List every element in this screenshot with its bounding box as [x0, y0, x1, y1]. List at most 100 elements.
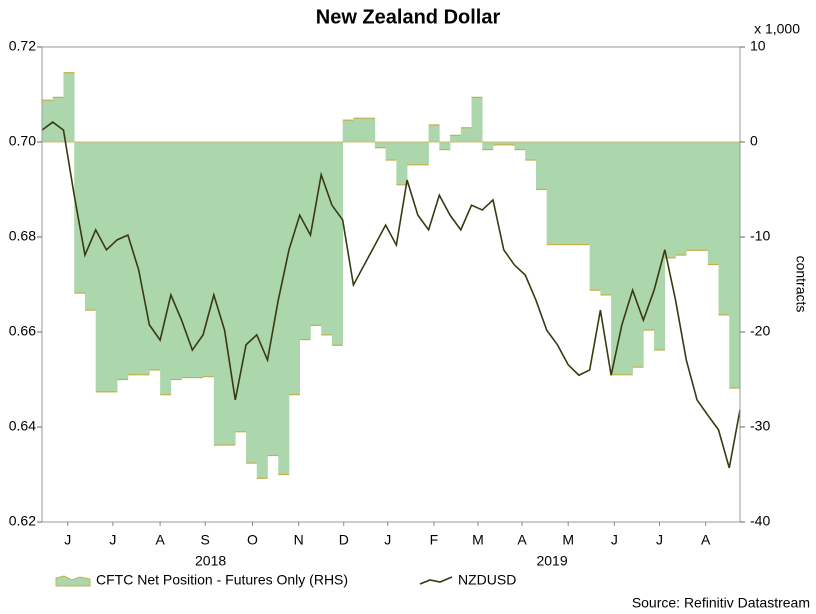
- x-tick-label: M: [562, 532, 574, 548]
- year-label: 2019: [536, 553, 567, 569]
- y-tick-label: 0.64: [9, 418, 36, 434]
- x-tick-label: J: [64, 532, 71, 548]
- y-tick-label: 0.70: [9, 133, 36, 149]
- area-step: [149, 142, 161, 370]
- area-step: [439, 142, 451, 150]
- chart-title: New Zealand Dollar: [316, 6, 501, 28]
- area-step: [84, 142, 96, 311]
- area-step: [396, 142, 408, 185]
- plot-frame: [41, 46, 741, 523]
- area-step: [557, 142, 569, 245]
- y2-tick-label: -40: [750, 513, 770, 529]
- area-step: [493, 142, 505, 145]
- area-step: [52, 97, 64, 142]
- area-step: [600, 142, 612, 295]
- x-tick-label: J: [384, 532, 391, 548]
- area-step: [117, 142, 129, 380]
- area-step: [321, 142, 333, 335]
- area-step: [471, 97, 483, 142]
- area-step: [213, 142, 225, 446]
- area-step: [568, 142, 580, 245]
- area-step: [385, 142, 397, 161]
- source-note: Source: Refinitiv Datastream: [632, 595, 810, 611]
- area-step: [632, 142, 644, 368]
- area-step: [353, 118, 365, 142]
- area-step: [621, 142, 633, 375]
- y-tick-label: 0.72: [9, 38, 36, 54]
- area-step: [450, 135, 462, 142]
- area-step: [686, 142, 698, 251]
- area-step: [514, 142, 526, 150]
- y-tick-label: 0.68: [9, 228, 36, 244]
- area-step: [278, 142, 290, 475]
- x-tick-label: O: [247, 532, 258, 548]
- area-step: [589, 142, 601, 291]
- area-step: [127, 142, 139, 375]
- area-step: [224, 142, 236, 446]
- area-step: [342, 120, 354, 142]
- legend-swatch-line: [419, 576, 453, 585]
- area-step: [729, 142, 741, 389]
- area-step: [256, 142, 268, 479]
- area-step: [192, 142, 204, 378]
- y2-tick-label: 0: [750, 133, 758, 149]
- area-step: [267, 142, 279, 456]
- area-step: [482, 142, 494, 150]
- x-tick-label: J: [109, 532, 116, 548]
- area-step: [460, 127, 472, 142]
- x-tick-label: N: [294, 532, 304, 548]
- area-step: [203, 142, 215, 377]
- area-step: [654, 142, 666, 351]
- area-step: [374, 142, 386, 148]
- y2-tick-label: 10: [750, 38, 766, 54]
- area-step: [106, 142, 118, 392]
- x-tick-label: J: [656, 532, 663, 548]
- area-step: [546, 142, 558, 245]
- area-step: [181, 142, 193, 378]
- area-step: [74, 142, 86, 294]
- area-step: [170, 142, 182, 380]
- y2-axis-label: contracts: [793, 256, 809, 313]
- area-step: [235, 142, 247, 432]
- y-tick-label: 0.62: [9, 513, 36, 529]
- area-step: [707, 142, 719, 265]
- legend-label: NZDUSD: [458, 572, 516, 588]
- area-step: [160, 142, 172, 395]
- y2-unit: x 1,000: [754, 21, 800, 37]
- area-step: [664, 142, 676, 258]
- area-step: [428, 124, 440, 142]
- y2-tick-label: -30: [750, 418, 770, 434]
- x-tick-label: A: [701, 532, 711, 548]
- x-tick-label: A: [517, 532, 527, 548]
- area-step: [95, 142, 107, 392]
- area-step: [525, 142, 537, 161]
- legend-swatch-area: [55, 575, 91, 587]
- area-step: [364, 118, 376, 142]
- price-line: [41, 121, 741, 469]
- x-tick-label: M: [472, 532, 484, 548]
- legend-label: CFTC Net Position - Futures Only (RHS): [96, 572, 348, 588]
- area-step: [503, 142, 515, 145]
- area-step: [535, 142, 548, 190]
- x-tick-label: F: [430, 532, 439, 548]
- x-tick-label: D: [339, 532, 349, 548]
- y-tick-label: 0.66: [9, 323, 36, 339]
- area-step: [138, 142, 150, 375]
- area-step: [611, 142, 623, 375]
- area-step: [417, 142, 429, 165]
- area-step: [246, 142, 258, 464]
- area-step: [331, 142, 343, 346]
- y2-tick-label: -20: [750, 323, 770, 339]
- x-tick-label: A: [155, 532, 165, 548]
- area-step: [299, 142, 311, 340]
- area-step: [42, 100, 54, 142]
- area-step: [310, 142, 322, 326]
- x-tick-label: J: [611, 532, 618, 548]
- area-step: [578, 142, 590, 245]
- area-step: [63, 72, 75, 142]
- area-step: [697, 142, 709, 251]
- area-step: [643, 142, 655, 331]
- area-step: [407, 142, 419, 165]
- year-label: 2018: [195, 553, 226, 569]
